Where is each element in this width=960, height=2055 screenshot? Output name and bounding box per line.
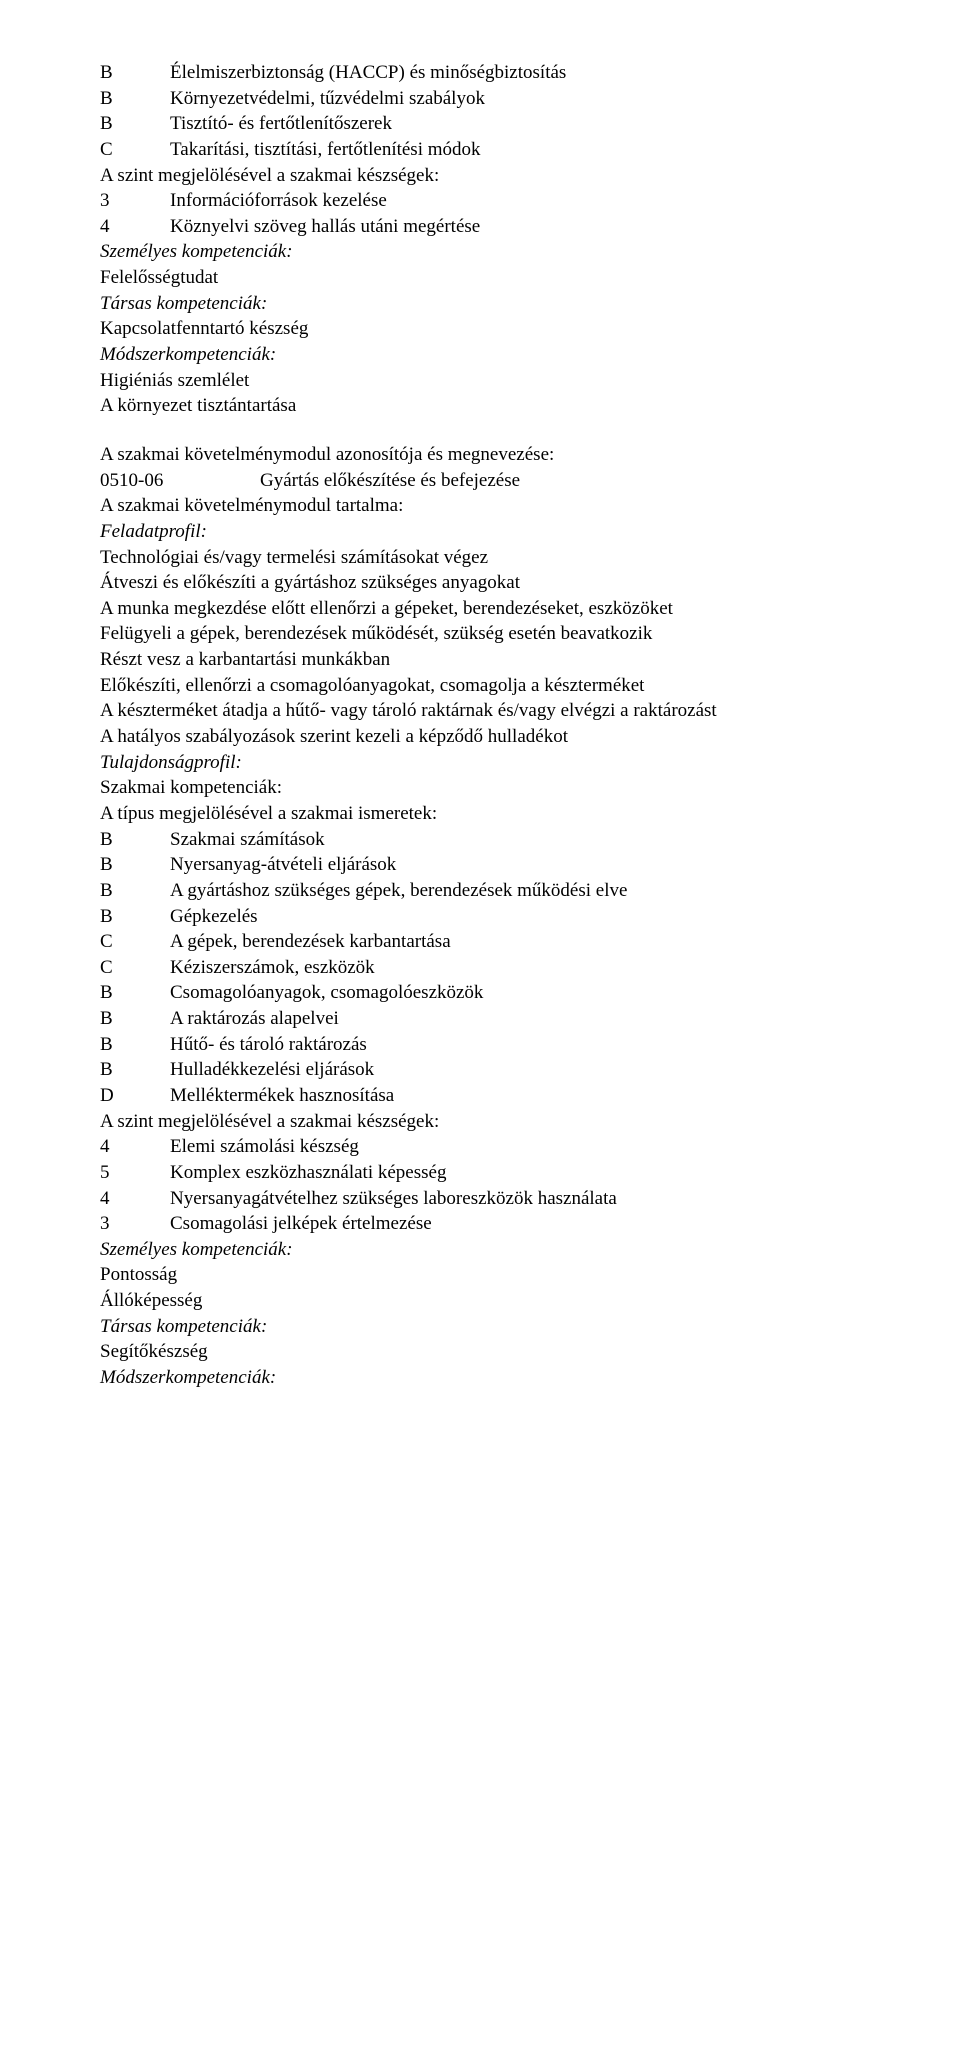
knowledge-text: A gyártáshoz szükséges gépek, berendezés… [170,878,880,904]
skill-text: Információforrások kezelése [170,188,880,214]
task-profile-header: Feladatprofil: [100,519,880,545]
skill-text: Köznyelvi szöveg hallás utáni megértése [170,214,880,240]
knowledge-row: D Melléktermékek hasznosítása [100,1083,880,1109]
knowledge-row: C Kéziszerszámok, eszközök [100,955,880,981]
skill-row: 4 Nyersanyagátvételhez szükséges labores… [100,1186,880,1212]
level-code: 4 [100,1134,170,1160]
task-item: A készterméket átadja a hűtő- vagy tárol… [100,698,880,724]
type-code: D [100,1083,170,1109]
skill-row: 5 Komplex eszközhasználati képesség [100,1160,880,1186]
module-content-header: A szakmai követelménymodul tartalma: [100,493,880,519]
knowledge-text: Tisztító- és fertőtlenítőszerek [170,111,880,137]
type-code: B [100,60,170,86]
type-code: B [100,904,170,930]
method-competencies-header: Módszerkompetenciák: [100,342,880,368]
level-code: 3 [100,1211,170,1237]
knowledge-text: Hűtő- és tároló raktározás [170,1032,880,1058]
knowledge-text: A gépek, berendezések karbantartása [170,929,880,955]
method-competency: A környezet tisztántartása [100,393,880,419]
type-code: B [100,878,170,904]
level-code: 5 [100,1160,170,1186]
knowledge-text: Környezetvédelmi, tűzvédelmi szabályok [170,86,880,112]
knowledge-row: B A raktározás alapelvei [100,1006,880,1032]
type-code: C [100,955,170,981]
knowledge-text: Takarítási, tisztítási, fertőtlenítési m… [170,137,880,163]
professional-competencies-header: Szakmai kompetenciák: [100,775,880,801]
knowledge-row: C Takarítási, tisztítási, fertőtlenítési… [100,137,880,163]
knowledge-text: Élelmiszerbiztonság (HACCP) és minőségbi… [170,60,880,86]
knowledge-row: B Gépkezelés [100,904,880,930]
type-code: B [100,852,170,878]
knowledge-row: B Szakmai számítások [100,827,880,853]
module-name: Gyártás előkészítése és befejezése [260,468,520,494]
knowledge-row: B Hulladékkezelési eljárások [100,1057,880,1083]
level-code: 4 [100,214,170,240]
social-competencies-header: Társas kompetenciák: [100,1314,880,1340]
personal-competency: Pontosság [100,1262,880,1288]
type-code: B [100,111,170,137]
type-code: C [100,137,170,163]
type-code: C [100,929,170,955]
level-code: 4 [100,1186,170,1212]
method-competency: Higiéniás szemlélet [100,368,880,394]
knowledge-text: A raktározás alapelvei [170,1006,880,1032]
knowledge-row: B Hűtő- és tároló raktározás [100,1032,880,1058]
module-code: 0510-06 [100,468,260,494]
personal-competency: Állóképesség [100,1288,880,1314]
level-code: 3 [100,188,170,214]
task-item: Részt vesz a karbantartási munkákban [100,647,880,673]
personal-competencies-header: Személyes kompetenciák: [100,239,880,265]
skill-text: Komplex eszközhasználati képesség [170,1160,880,1186]
knowledge-text: Csomagolóanyagok, csomagolóeszközök [170,980,880,1006]
knowledge-row: B Környezetvédelmi, tűzvédelmi szabályok [100,86,880,112]
knowledge-row: B Tisztító- és fertőtlenítőszerek [100,111,880,137]
personal-competencies-header: Személyes kompetenciák: [100,1237,880,1263]
type-code: B [100,980,170,1006]
skill-text: Csomagolási jelképek értelmezése [170,1211,880,1237]
property-profile-header: Tulajdonságprofil: [100,750,880,776]
type-code: B [100,827,170,853]
skill-row: 3 Információforrások kezelése [100,188,880,214]
knowledge-text: Kéziszerszámok, eszközök [170,955,880,981]
module-id-header: A szakmai követelménymodul azonosítója é… [100,442,880,468]
knowledge-row: C A gépek, berendezések karbantartása [100,929,880,955]
skill-row: 3 Csomagolási jelképek értelmezése [100,1211,880,1237]
task-item: A hatályos szabályozások szerint kezeli … [100,724,880,750]
knowledge-row: B A gyártáshoz szükséges gépek, berendez… [100,878,880,904]
knowledge-text: Gépkezelés [170,904,880,930]
social-competencies-header: Társas kompetenciák: [100,291,880,317]
type-knowledge-intro: A típus megjelölésével a szakmai ismeret… [100,801,880,827]
knowledge-text: Hulladékkezelési eljárások [170,1057,880,1083]
type-code: B [100,1057,170,1083]
knowledge-text: Szakmai számítások [170,827,880,853]
knowledge-row: B Csomagolóanyagok, csomagolóeszközök [100,980,880,1006]
task-item: Felügyeli a gépek, berendezések működésé… [100,621,880,647]
social-competency: Kapcsolatfenntartó készség [100,316,880,342]
personal-competency: Felelősségtudat [100,265,880,291]
skills-intro: A szint megjelölésével a szakmai készség… [100,163,880,189]
skill-row: 4 Elemi számolási készség [100,1134,880,1160]
module-row: 0510-06 Gyártás előkészítése és befejezé… [100,468,880,494]
skills-intro: A szint megjelölésével a szakmai készség… [100,1109,880,1135]
skill-text: Nyersanyagátvételhez szükséges laboreszk… [170,1186,880,1212]
knowledge-row: B Nyersanyag-átvételi eljárások [100,852,880,878]
knowledge-row: B Élelmiszerbiztonság (HACCP) és minőség… [100,60,880,86]
type-code: B [100,86,170,112]
task-item: Előkészíti, ellenőrzi a csomagolóanyagok… [100,673,880,699]
knowledge-text: Melléktermékek hasznosítása [170,1083,880,1109]
skill-row: 4 Köznyelvi szöveg hallás utáni megértés… [100,214,880,240]
method-competencies-header: Módszerkompetenciák: [100,1365,880,1391]
skill-text: Elemi számolási készség [170,1134,880,1160]
type-code: B [100,1006,170,1032]
knowledge-text: Nyersanyag-átvételi eljárások [170,852,880,878]
type-code: B [100,1032,170,1058]
task-item: Átveszi és előkészíti a gyártáshoz szüks… [100,570,880,596]
task-item: Technológiai és/vagy termelési számításo… [100,545,880,571]
social-competency: Segítőkészség [100,1339,880,1365]
task-item: A munka megkezdése előtt ellenőrzi a gép… [100,596,880,622]
